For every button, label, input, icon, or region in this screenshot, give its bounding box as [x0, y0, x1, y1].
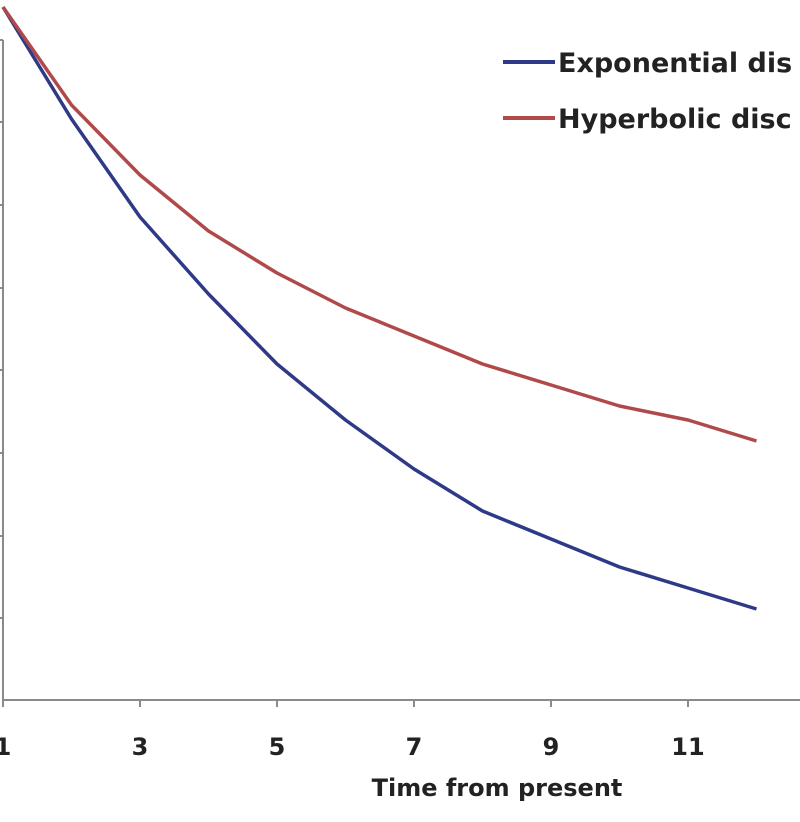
x-axis-ticks: [2, 700, 689, 707]
x-axis-tick-labels: 1 3 5 7 9 11: [0, 733, 705, 761]
x-axis-title: Time from present: [372, 774, 623, 802]
y-axis-ticks: [0, 39, 3, 619]
legend-label-hyperbolic: Hyperbolic disc: [558, 104, 792, 135]
legend: Exponential dis Hyperbolic disc: [503, 48, 792, 135]
series-line-hyperbolic: [1, 5, 758, 443]
x-tick-label: 7: [406, 733, 423, 761]
x-tick-label: 5: [269, 733, 286, 761]
x-tick-label: 3: [132, 733, 149, 761]
series-lines: [1, 5, 758, 611]
x-tick-label: 1: [0, 733, 11, 761]
series-line-exponential: [1, 6, 758, 611]
legend-label-exponential: Exponential dis: [558, 48, 792, 79]
x-tick-label: 9: [543, 733, 560, 761]
x-tick-label: 11: [671, 733, 704, 761]
